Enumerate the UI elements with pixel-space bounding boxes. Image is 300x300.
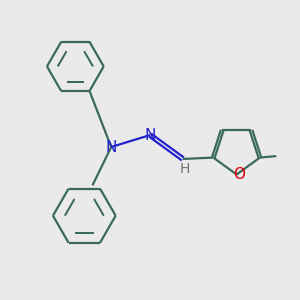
Text: O: O [233,167,245,182]
Text: H: H [179,161,190,176]
Text: N: N [144,128,156,142]
Text: N: N [106,140,117,154]
